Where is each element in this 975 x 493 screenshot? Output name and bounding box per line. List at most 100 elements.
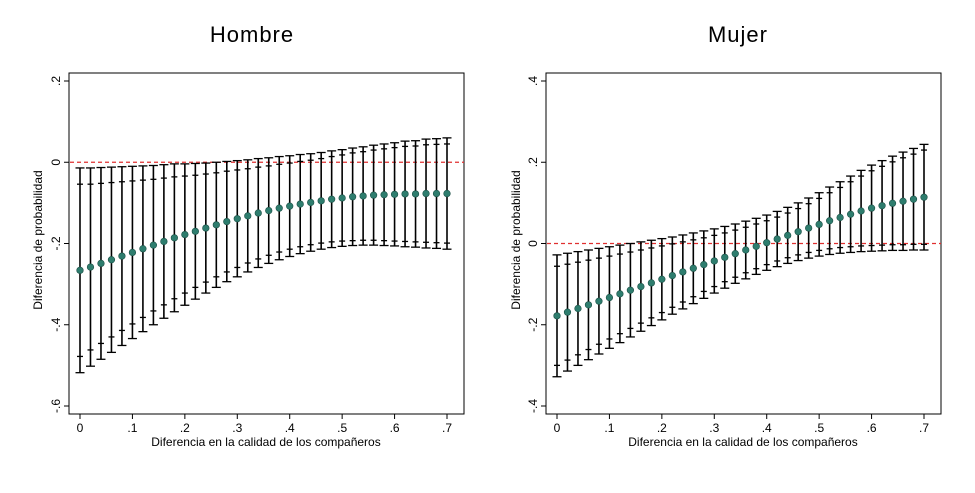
point-estimate	[805, 224, 813, 232]
x-tick-label: .5	[814, 421, 824, 435]
y-tick-label: -.2	[49, 236, 63, 250]
x-tick-label: .6	[390, 421, 400, 435]
axis-ticks: 0 .1 .2 .3 .4 .5 .6 .7 -.6 -.4 -.2 0 .2	[49, 76, 452, 435]
x-tick-label: .7	[442, 421, 452, 435]
point-estimate	[86, 263, 95, 271]
x-tick-label: .5	[337, 421, 347, 435]
y-tick-label: -.2	[526, 317, 540, 331]
point-estimate	[338, 194, 346, 202]
point-estimate	[605, 293, 614, 302]
chart-panel-mujer: Mujer Diferencia de probabilidad Diferen…	[509, 22, 942, 449]
point-estimate	[296, 200, 304, 208]
point-estimate	[370, 191, 378, 199]
point-estimate	[784, 231, 792, 239]
chart-marks	[70, 137, 464, 374]
chart-title: Mujer	[708, 22, 768, 47]
x-tick-label: .1	[604, 421, 614, 435]
point-estimate	[432, 189, 441, 198]
point-estimate	[149, 241, 157, 249]
y-axis-label: Diferencia de probabilidad	[509, 170, 523, 309]
x-tick-label: .2	[657, 421, 667, 435]
point-estimate	[752, 242, 760, 250]
point-estimate	[307, 198, 315, 207]
point-estimate	[170, 234, 178, 242]
point-estimate	[836, 213, 844, 222]
point-estimate	[411, 190, 420, 198]
point-estimate	[679, 268, 687, 276]
point-estimate	[689, 264, 697, 272]
point-estimate	[857, 207, 865, 215]
point-estimate	[553, 312, 561, 320]
point-estimate	[846, 210, 855, 218]
y-tick-label: 0	[49, 159, 63, 166]
x-tick-label: .2	[180, 421, 190, 435]
chart-title: Hombre	[210, 22, 294, 47]
point-estimate	[616, 290, 624, 298]
point-estimate	[443, 189, 451, 198]
point-estimate	[826, 217, 834, 225]
y-tick-label: -.4	[49, 317, 63, 331]
point-estimate	[658, 275, 666, 283]
point-estimate	[380, 191, 388, 199]
point-estimate	[223, 217, 231, 226]
point-estimate	[191, 227, 199, 235]
y-tick-label: .2	[526, 157, 540, 167]
point-estimate	[160, 237, 168, 246]
point-estimate	[700, 261, 708, 269]
x-tick-label: .7	[919, 421, 929, 435]
y-tick-label: 0	[526, 240, 540, 247]
y-tick-label: .4	[526, 76, 540, 86]
y-axis-label: Diferencia de probabilidad	[31, 170, 45, 309]
x-tick-label: .4	[762, 421, 772, 435]
point-estimate	[794, 228, 802, 236]
point-estimate	[584, 301, 593, 309]
point-estimate	[265, 206, 273, 215]
point-estimate	[359, 192, 367, 200]
point-estimate	[233, 215, 241, 223]
point-estimate	[328, 195, 336, 203]
point-estimate	[128, 248, 137, 257]
point-estimate	[815, 220, 823, 229]
point-estimate	[422, 189, 430, 198]
y-tick-label: -.6	[49, 399, 63, 413]
point-estimate	[626, 286, 635, 294]
point-estimate	[920, 193, 928, 201]
x-axis-label: Diferencia en la calidad de los compañer…	[151, 435, 380, 449]
y-tick-label: .2	[49, 76, 63, 86]
x-tick-label: .6	[867, 421, 877, 435]
point-estimate	[254, 209, 262, 217]
point-estimate	[97, 259, 105, 268]
point-estimate	[275, 204, 283, 212]
x-tick-label: .1	[127, 421, 137, 435]
point-estimate	[212, 221, 220, 229]
point-estimate	[647, 279, 655, 287]
plot-area	[68, 72, 465, 415]
x-tick-label: 0	[77, 421, 84, 435]
y-tick-label: -.4	[526, 399, 540, 413]
point-estimate	[742, 246, 750, 254]
point-estimate	[668, 271, 676, 280]
point-estimate	[721, 253, 729, 261]
point-estimate	[317, 197, 325, 205]
point-estimate	[244, 212, 252, 220]
point-estimate	[390, 190, 399, 198]
chart-panel-hombre: Hombre Diferencia de probabilidad Difere…	[31, 22, 465, 449]
point-estimate	[637, 282, 645, 291]
point-estimate	[181, 230, 189, 239]
point-estimate	[909, 195, 918, 203]
point-estimate	[349, 193, 357, 201]
point-estimate	[710, 257, 718, 265]
point-estimate	[763, 239, 771, 247]
point-estimate	[139, 245, 147, 253]
x-tick-label: .3	[709, 421, 719, 435]
chart-marks	[547, 143, 941, 378]
point-estimate	[107, 256, 116, 264]
point-estimate	[574, 304, 582, 313]
point-estimate	[878, 202, 886, 210]
x-tick-label: 0	[554, 421, 561, 435]
point-estimate	[899, 197, 907, 205]
point-estimate	[286, 202, 294, 210]
x-axis-label: Diferencia en la calidad de los compañer…	[628, 435, 857, 449]
point-estimate	[867, 204, 876, 212]
